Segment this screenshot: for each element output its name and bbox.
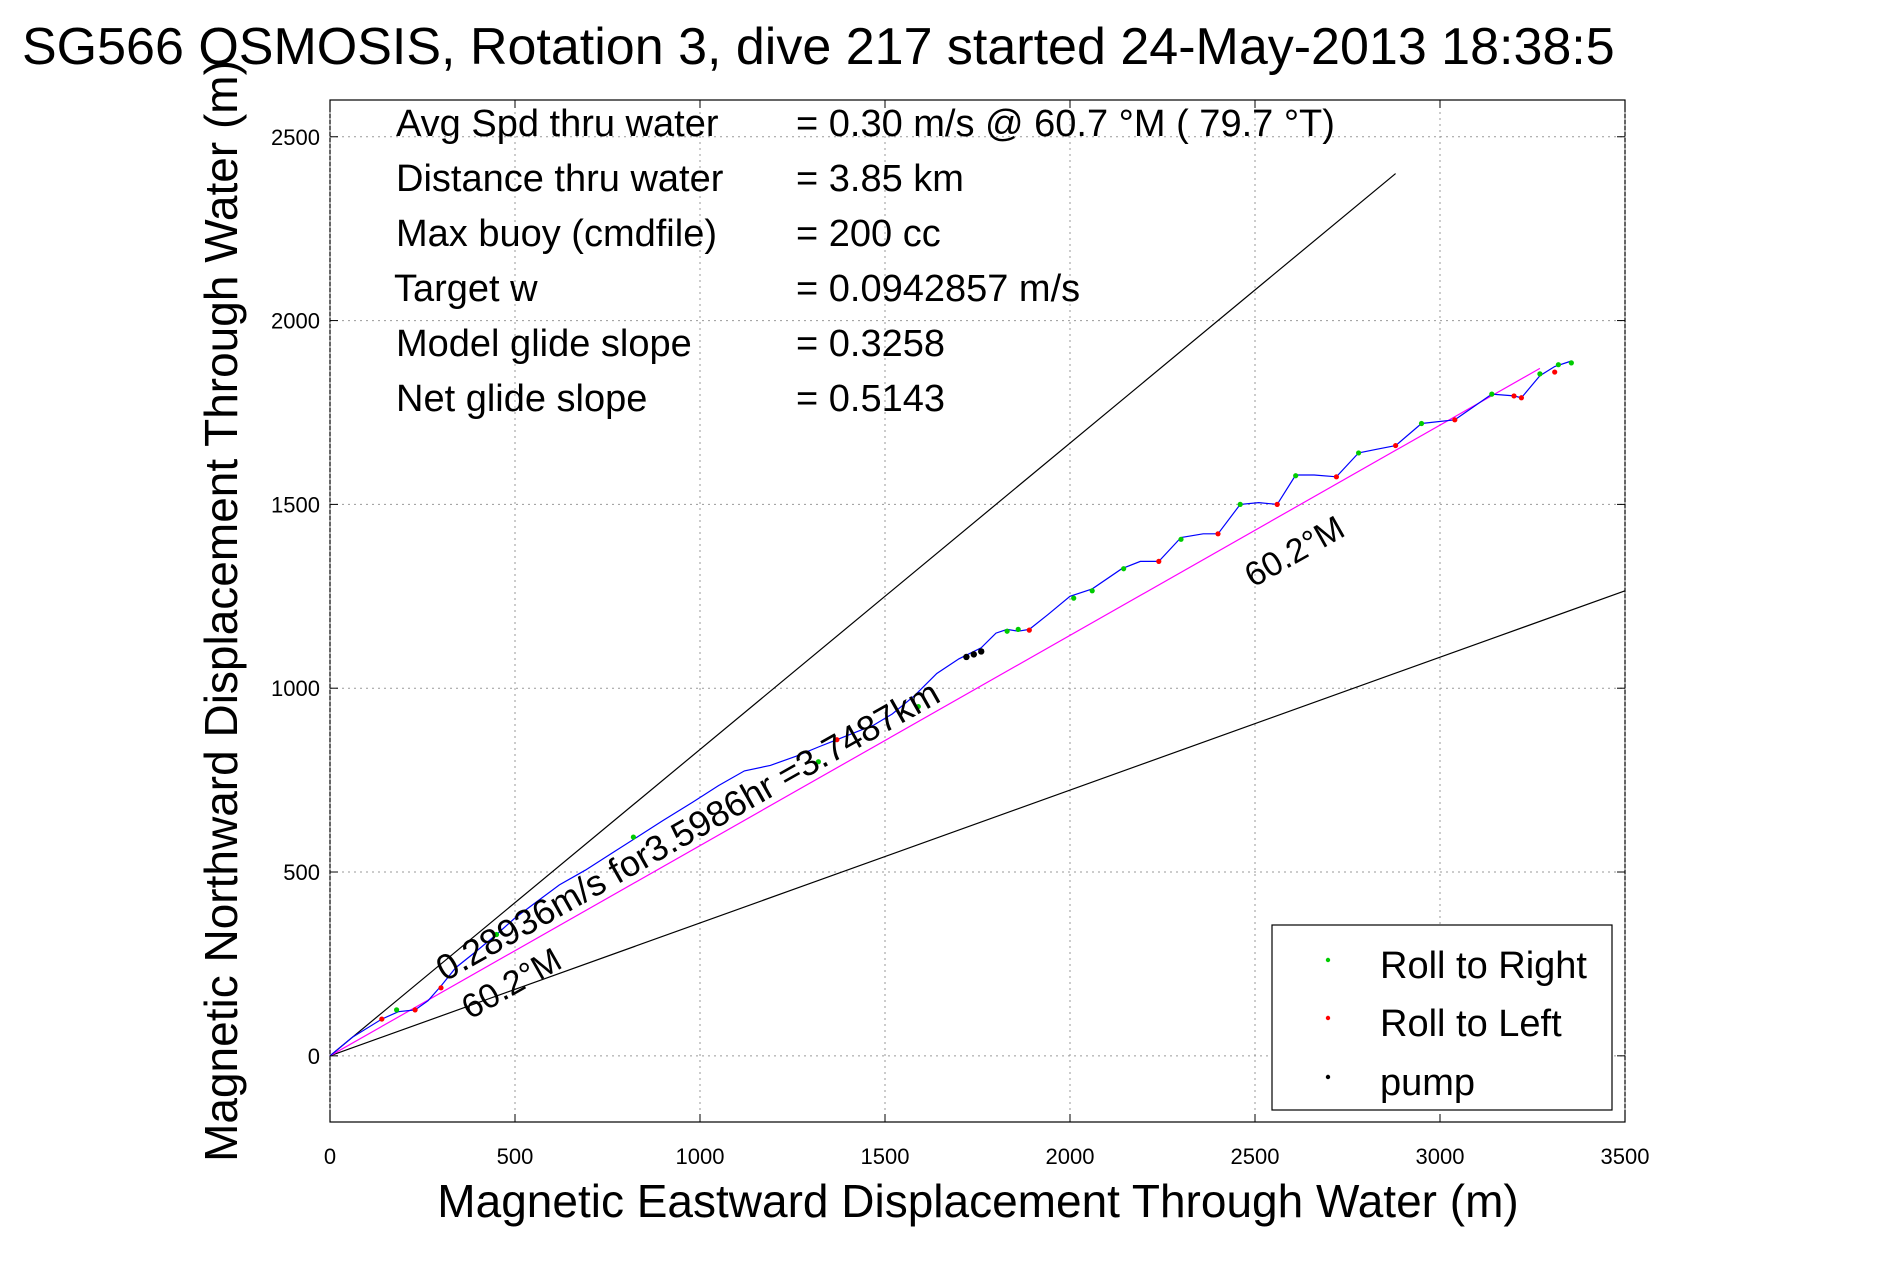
roll-to-right-point (1537, 371, 1543, 377)
track-line (329, 360, 1572, 1057)
info-label-max-buoy: Max buoy (cmdfile) (396, 213, 717, 255)
reference-line-lower (329, 590, 1626, 1057)
roll-to-right-point (1178, 536, 1184, 542)
axis-ticks: 0 500 1000 1500 2000 2500 3000 3500 0 500 1000 1500… (271, 100, 1649, 1169)
data-series (329, 360, 1572, 1057)
y-tick-label: 500 (283, 860, 320, 885)
roll-to-right-point (1489, 391, 1495, 397)
legend: Roll to Right Roll to Left pump (1271, 924, 1613, 1111)
roll-to-left-point (834, 737, 840, 743)
x-tick-label: 2500 (1231, 1144, 1280, 1169)
info-label-net-glide: Net glide slope (396, 378, 647, 420)
pump-point (978, 648, 985, 655)
x-tick-label: 3000 (1416, 1144, 1465, 1169)
roll-to-right-point (1121, 566, 1127, 572)
x-tick-label: 2000 (1046, 1144, 1095, 1169)
x-tick-label: 1000 (676, 1144, 725, 1169)
data-markers (379, 360, 1574, 1022)
roll-to-left-point (438, 985, 444, 991)
roll-to-right-point (1015, 626, 1021, 632)
roll-to-right-point (915, 703, 921, 710)
roll-to-left-point (1026, 627, 1032, 633)
roll-to-left-point (1333, 474, 1339, 480)
roll-to-right-point (1356, 450, 1362, 456)
y-tick-label: 1500 (271, 492, 320, 517)
roll-to-left-point (1511, 393, 1517, 399)
roll-to-left-point (1274, 501, 1280, 507)
y-tick-label: 0 (308, 1044, 320, 1069)
info-value-avg-speed: = 0.30 m/s @ 60.7 °M ( 79.7 °T) (796, 103, 1335, 145)
pump-point (970, 651, 977, 658)
pump-point (963, 653, 970, 661)
roll-to-right-point (493, 931, 500, 938)
info-label-distance: Distance thru water (396, 158, 724, 200)
info-value-target-w: = 0.0942857 m/s (796, 268, 1080, 310)
roll-to-right-point (394, 1007, 400, 1013)
roll-to-right-point (1071, 595, 1077, 601)
y-tick-label: 2000 (271, 309, 320, 334)
legend-label-roll-right: Roll to Right (1380, 945, 1587, 987)
roll-to-right-point (630, 834, 637, 840)
roll-to-right-point (1004, 628, 1010, 634)
roll-to-right-point (1293, 473, 1299, 479)
legend-marker-roll-left (1325, 1015, 1331, 1021)
roll-to-right-point (1418, 420, 1425, 427)
y-axis-label: Magnetic Northward Displacement Through … (195, 60, 247, 1162)
info-label-avg-speed: Avg Spd thru water (396, 103, 719, 145)
roll-to-right-point (1555, 362, 1561, 368)
roll-to-left-point (1393, 442, 1399, 449)
info-label-target-w: Target w (394, 268, 538, 310)
legend-label-roll-left: Roll to Left (1380, 1003, 1562, 1045)
reference-line-upper (329, 173, 1396, 1057)
x-tick-label: 3500 (1601, 1144, 1650, 1169)
info-value-distance: = 3.85 km (796, 158, 964, 200)
roll-to-right-point (1089, 588, 1095, 594)
legend-marker-roll-right (1325, 957, 1331, 963)
reference-line-net (329, 367, 1541, 1057)
x-tick-label: 0 (324, 1144, 336, 1169)
x-tick-label: 1500 (861, 1144, 910, 1169)
reference-lines (329, 173, 1626, 1057)
y-tick-label: 2500 (271, 125, 320, 150)
y-tick-label: 1000 (271, 676, 320, 701)
roll-to-left-point (379, 1016, 385, 1022)
legend-label-pump: pump (1380, 1062, 1475, 1104)
chart-title: SG566 OSMOSIS, Rotation 3, dive 217 star… (22, 18, 1615, 76)
info-value-max-buoy: = 200 cc (796, 213, 941, 255)
roll-to-left-point (1215, 531, 1221, 537)
roll-to-left-point (1452, 417, 1458, 423)
roll-to-right-point (815, 759, 822, 765)
info-value-net-glide: = 0.5143 (796, 378, 945, 420)
info-label-model-glide: Model glide slope (396, 323, 692, 365)
x-tick-label: 500 (497, 1144, 534, 1169)
info-value-model-glide: = 0.3258 (796, 323, 945, 365)
roll-to-left-point (1518, 395, 1524, 401)
roll-to-left-point (412, 1007, 418, 1013)
roll-to-left-point (1156, 558, 1162, 564)
roll-to-right-point (1568, 360, 1574, 366)
roll-to-left-point (1552, 369, 1558, 375)
info-box: Avg Spd thru water = 0.30 m/s @ 60.7 °M … (394, 103, 1335, 420)
x-axis-label: Magnetic Eastward Displacement Through W… (437, 1175, 1518, 1227)
legend-marker-pump (1325, 1074, 1331, 1080)
roll-to-right-point (1237, 501, 1243, 507)
grid-lines (329, 100, 1626, 1122)
